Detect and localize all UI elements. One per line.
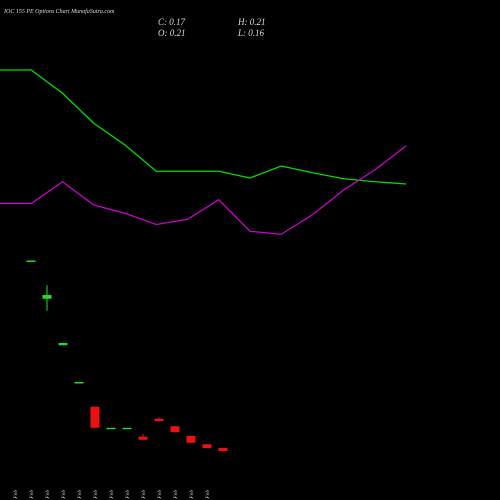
candle-body [138, 436, 148, 440]
chart-title: IOC 155 PE Options Chart MunafaSutra.com [3, 8, 115, 15]
candle-body [170, 426, 180, 433]
candle-body [58, 343, 68, 346]
x-tick-label: 25 Feb [189, 490, 195, 500]
open-label: O: 0.21 [158, 28, 186, 38]
x-tick-label: 03 Feb [29, 490, 35, 500]
candle-body [218, 448, 228, 451]
low-label: L: 0.16 [237, 28, 265, 38]
candle-body [42, 295, 52, 299]
x-tick-label: 11 Feb [77, 490, 83, 500]
x-tick-label: 01 Feb [13, 490, 19, 500]
x-tick-label: 04 Feb [44, 490, 51, 500]
close-label: C: 0.17 [158, 17, 186, 27]
candle-body [90, 406, 100, 428]
x-tick-label: 05 Feb [61, 490, 67, 500]
candle-body [106, 427, 116, 430]
x-tick-label: 24 Feb [172, 490, 179, 500]
x-tick-label: 12 Feb [93, 490, 99, 500]
x-tick-label: 18 Feb [125, 490, 131, 500]
candle-body [26, 260, 36, 262]
x-tick-label: 17 Feb [109, 490, 115, 500]
candle-body [202, 444, 212, 448]
overlay-line [0, 69, 407, 185]
x-tick-label: 20 Feb [141, 490, 147, 500]
x-tick-label: 26 Feb [205, 490, 211, 500]
high-label: H: 0.21 [237, 17, 266, 27]
x-tick-label: 21 Feb [157, 490, 163, 500]
candle-body [122, 427, 132, 430]
candle-body [74, 382, 84, 384]
candle-body [154, 418, 164, 421]
candle-body [186, 436, 196, 443]
overlay-line [0, 145, 407, 235]
